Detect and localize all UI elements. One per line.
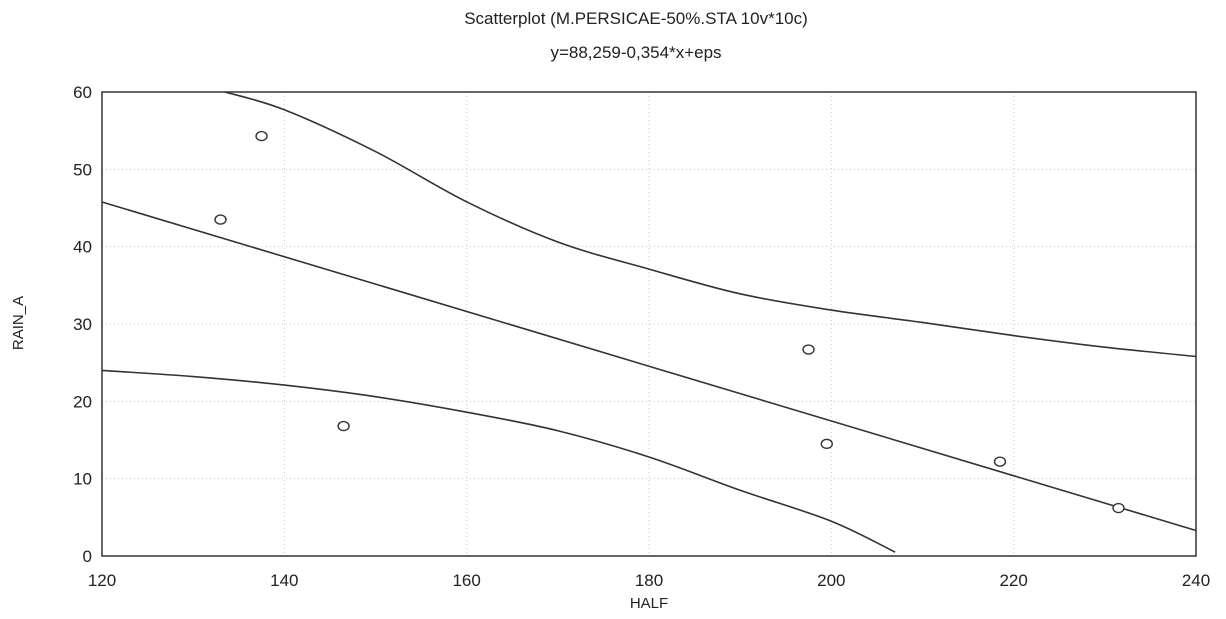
data-points — [214, 130, 1125, 514]
x-tick-label: 220 — [999, 571, 1027, 590]
x-tick-label: 120 — [88, 571, 116, 590]
y-tick-label: 0 — [83, 547, 92, 566]
data-point — [1112, 502, 1125, 514]
data-point — [820, 438, 833, 450]
data-point — [337, 420, 350, 432]
y-tick-label: 20 — [73, 392, 92, 411]
data-point — [255, 130, 268, 142]
x-axis-label: HALF — [630, 595, 668, 612]
y-tick-label: 60 — [73, 83, 92, 102]
regression-curves — [101, 91, 1197, 553]
upper-confidence-band — [224, 91, 1197, 358]
data-point — [802, 344, 815, 355]
x-tick-label: 200 — [817, 571, 845, 590]
lower-confidence-band — [101, 369, 896, 553]
data-point — [214, 214, 227, 225]
y-tick-label: 10 — [73, 470, 92, 489]
chart-subtitle: y=88,259-0,354*x+eps — [550, 43, 721, 62]
x-tick-label: 160 — [452, 571, 480, 590]
tick-labels: 120 140 160 180 200 220 240 0 10 20 30 40 50 60 — [73, 83, 1210, 590]
y-tick-label: 30 — [73, 315, 92, 334]
y-tick-label: 50 — [73, 160, 92, 179]
chart-title: Scatterplot (M.PERSICAE-50%.STA 10v*10c) — [464, 9, 808, 28]
plot-frame — [101, 91, 1197, 557]
y-axis-label: RAIN_A — [10, 296, 27, 350]
x-tick-label: 240 — [1182, 571, 1210, 590]
x-tick-label: 140 — [270, 571, 298, 590]
y-tick-label: 40 — [73, 238, 92, 257]
regression-line — [101, 201, 1197, 532]
x-tick-label: 180 — [635, 571, 663, 590]
grid-lines — [102, 92, 1196, 556]
data-point — [993, 456, 1007, 467]
